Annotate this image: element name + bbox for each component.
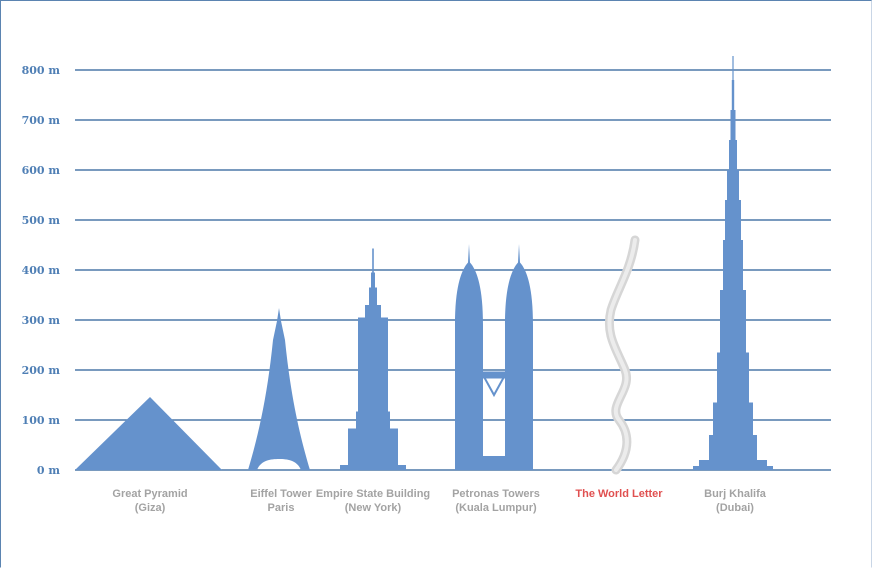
eiffel-tower-mark [248,308,310,470]
eiffel-platform-2 [269,412,289,415]
category-label: Petronas Towers [452,488,540,500]
burj-khalifa-mark [693,56,773,470]
pyramid-mark [75,397,222,470]
y-tick-label: 400 m [22,264,61,277]
y-tick-label: 700 m [22,114,61,127]
y-tick-label: 800 m [22,64,61,77]
petronas-bridge-legs [482,374,506,398]
eiffel-platform-1 [263,439,295,443]
petronas-tower-mark [455,244,483,470]
category-label: The World Letter [575,488,663,500]
empire-state-mark [340,248,406,470]
y-axis-ticks: 0 m 100 m 200 m 300 m 400 m 500 m 600 m 700 m 80… [22,64,61,477]
category-sublabel: (Giza) [135,502,166,514]
petronas-tower-mark [505,244,533,470]
category-sublabel: Paris [268,502,295,514]
category-sublabel: (New York) [345,502,402,514]
category-label: Burj Khalifa [704,488,767,500]
y-tick-label: 500 m [22,214,61,227]
petronas-podium [482,456,506,470]
y-tick-label: 200 m [22,364,61,377]
category-label: Empire State Building [316,488,430,500]
category-sublabel: (Dubai) [716,502,754,514]
y-tick-label: 100 m [22,414,61,427]
world-letter-mark [604,235,640,475]
category-label: Eiffel Tower [250,488,312,500]
y-tick-label: 600 m [22,164,61,177]
category-sublabel: (Kuala Lumpur) [455,502,537,514]
y-tick-label: 0 m [37,464,60,477]
world-letter-highlight [607,238,637,472]
y-tick-label: 300 m [22,314,61,327]
structures [75,56,773,475]
category-label: Great Pyramid [112,488,187,500]
petronas-skybridge [482,371,506,379]
x-axis-labels: Great Pyramid (Giza) Eiffel Tower Paris Empi… [112,488,766,514]
